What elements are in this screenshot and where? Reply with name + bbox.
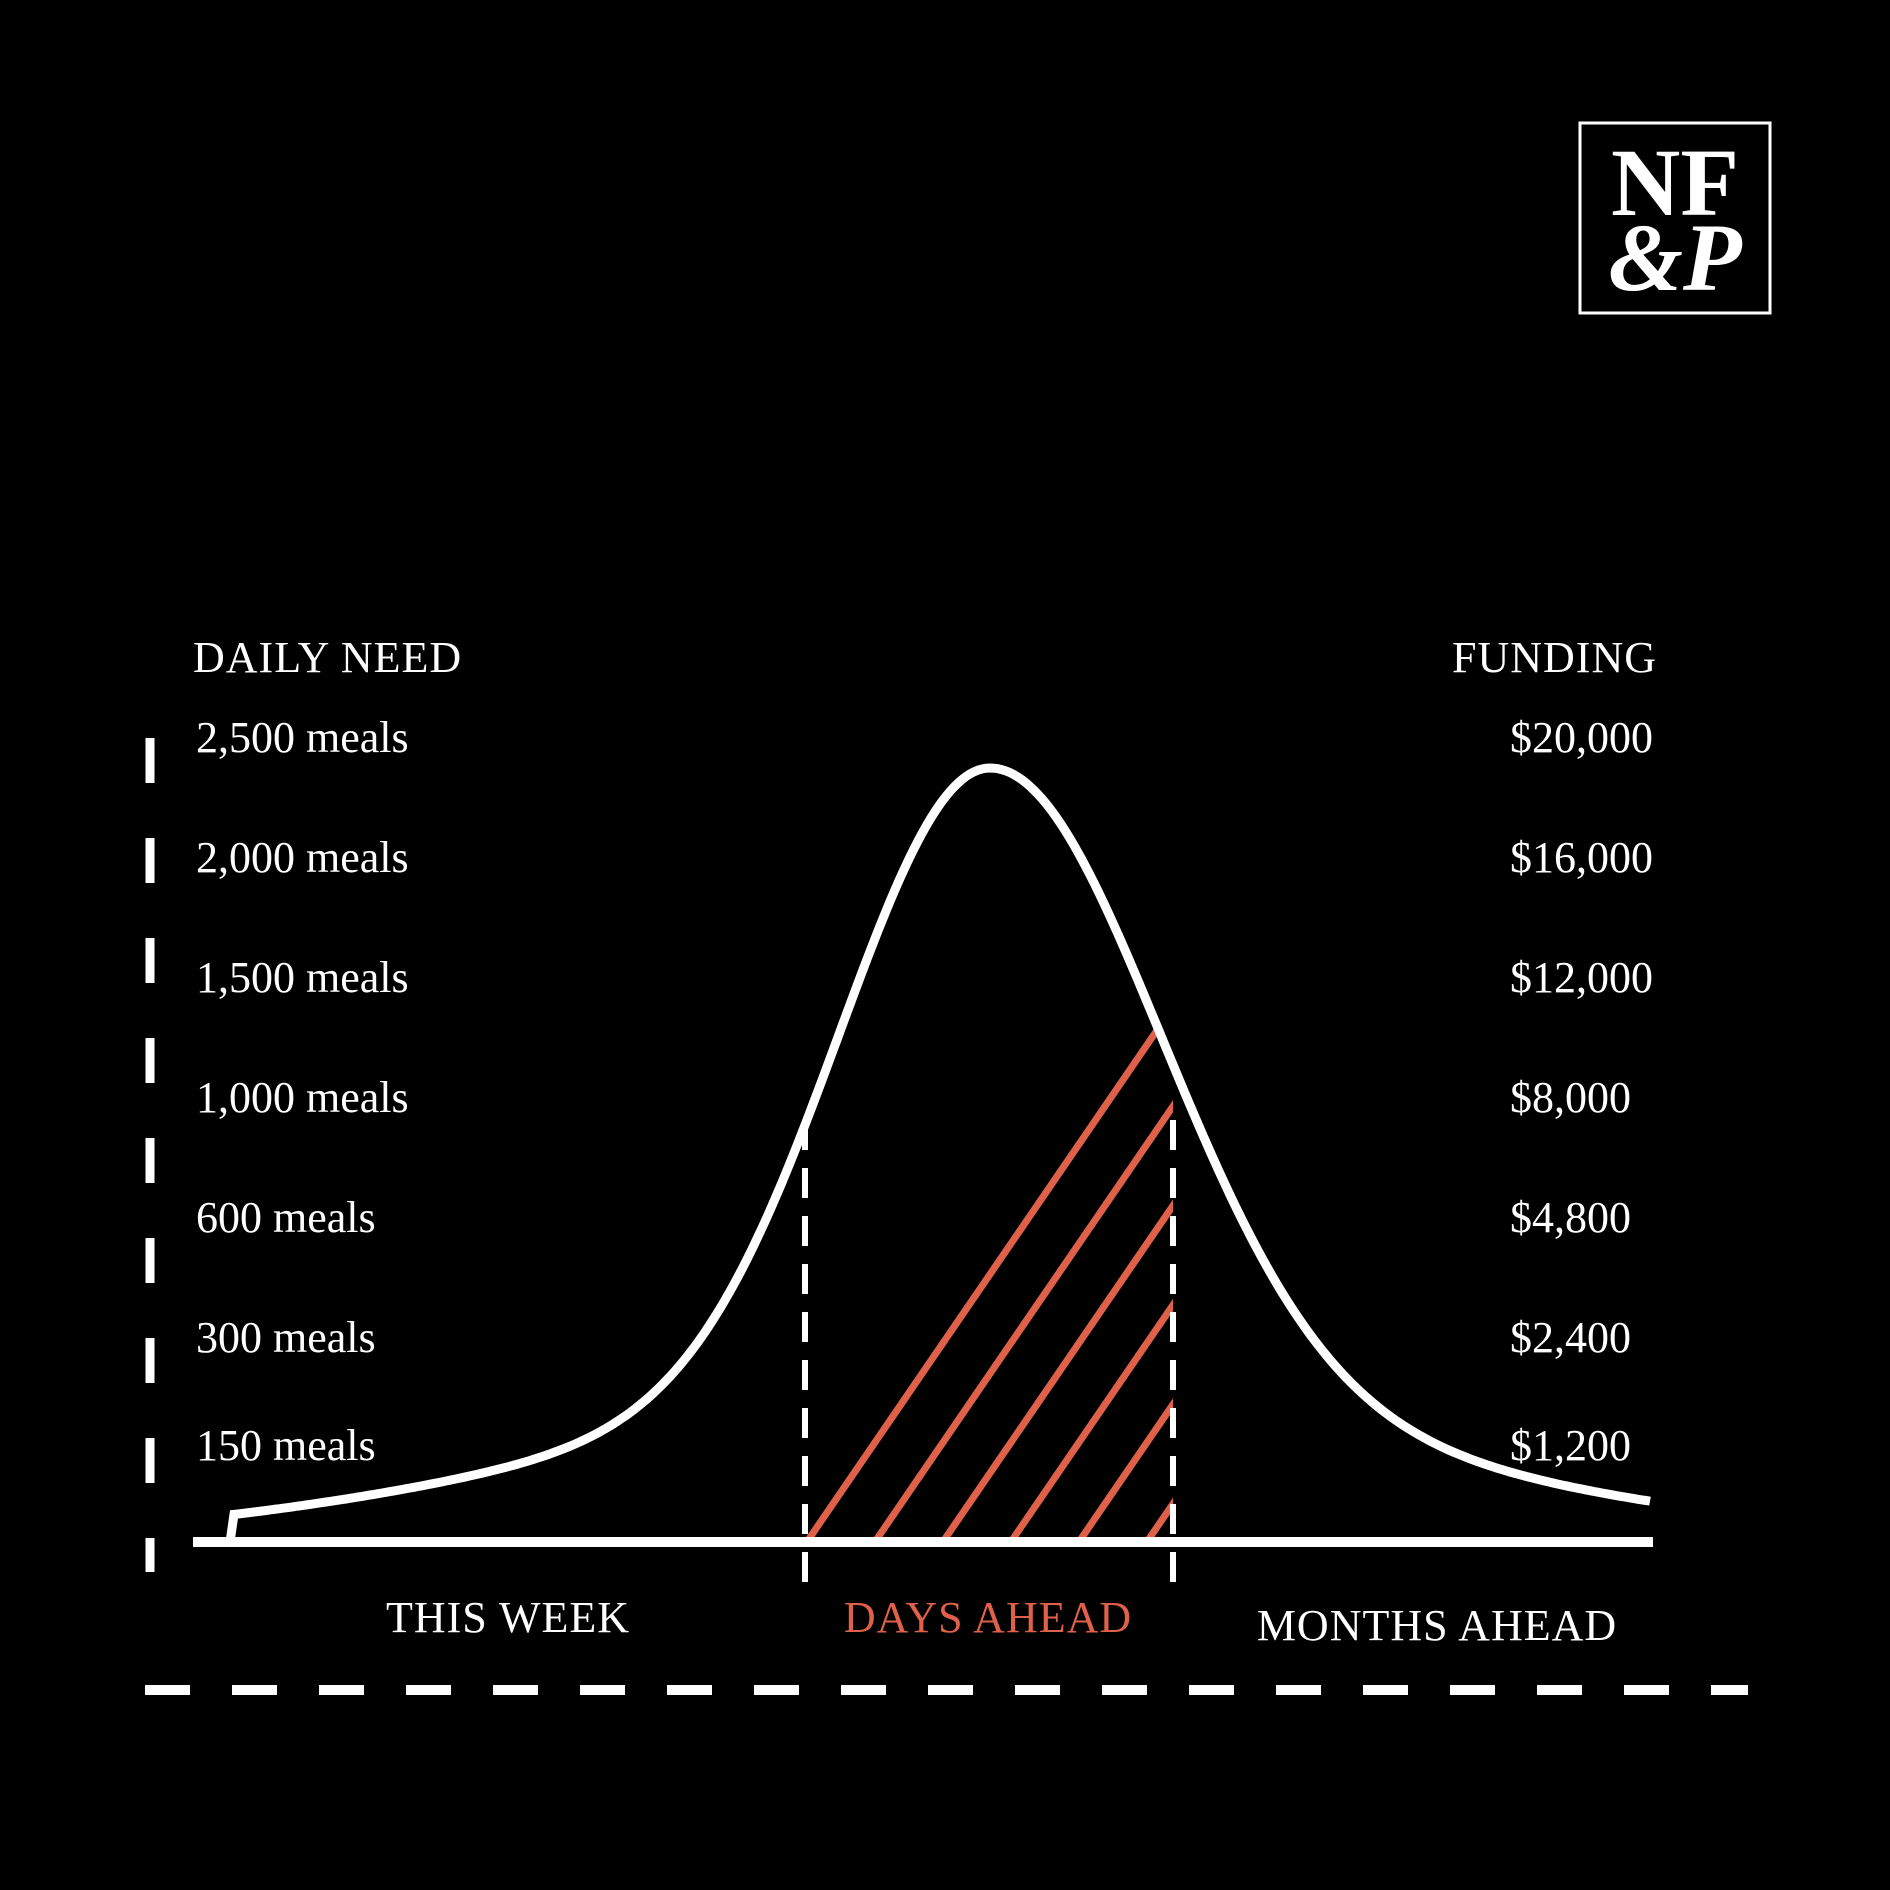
- hatch-line: [1069, 774, 1173, 1542]
- right-tick-label: $1,200: [1510, 1421, 1631, 1470]
- right-tick-labels: $20,000 $16,000 $12,000 $8,000 $4,800 $2,400 $…: [1510, 713, 1653, 1470]
- hatch-line: [1684, 412, 1890, 1552]
- left-tick-label: 600 meals: [196, 1193, 376, 1242]
- hatch-line: [865, 774, 1173, 1542]
- region-label-months-ahead: MONTHS AHEAD: [1257, 1601, 1617, 1650]
- left-tick-labels: 2,500 meals 2,000 meals 1,500 meals 1,000 m…: [196, 713, 409, 1470]
- bell-curve: [225, 763, 1651, 1543]
- right-tick-label: $2,400: [1510, 1313, 1631, 1362]
- left-tick-label: 1,500 meals: [196, 953, 409, 1002]
- right-tick-label: $16,000: [1510, 833, 1653, 882]
- days-ahead-hatching: [805, 412, 1890, 1552]
- hatch-line: [805, 774, 1173, 1542]
- hatch-line: [1001, 774, 1173, 1542]
- right-axis-title: FUNDING: [1452, 633, 1657, 682]
- logo: NF &P: [1578, 121, 1772, 315]
- logo-line-2: &P: [1608, 204, 1743, 311]
- left-tick-label: 300 meals: [196, 1313, 376, 1362]
- right-tick-label: $4,800: [1510, 1193, 1631, 1242]
- right-tick-label: $20,000: [1510, 713, 1653, 762]
- hatch-line: [933, 774, 1173, 1542]
- left-tick-label: 2,500 meals: [196, 713, 409, 762]
- left-axis-title: DAILY NEED: [193, 633, 462, 682]
- logo-frame: [1578, 121, 1772, 315]
- hatch-line: [1616, 412, 1890, 1552]
- left-tick-label: 150 meals: [196, 1421, 376, 1470]
- left-tick-label: 1,000 meals: [196, 1073, 409, 1122]
- right-tick-label: $12,000: [1510, 953, 1653, 1002]
- logo-line-1: NF: [1611, 129, 1739, 236]
- region-label-this-week: THIS WEEK: [386, 1593, 630, 1642]
- left-tick-label: 2,000 meals: [196, 833, 409, 882]
- region-label-days-ahead: DAYS AHEAD: [844, 1593, 1132, 1642]
- right-tick-label: $8,000: [1510, 1073, 1631, 1122]
